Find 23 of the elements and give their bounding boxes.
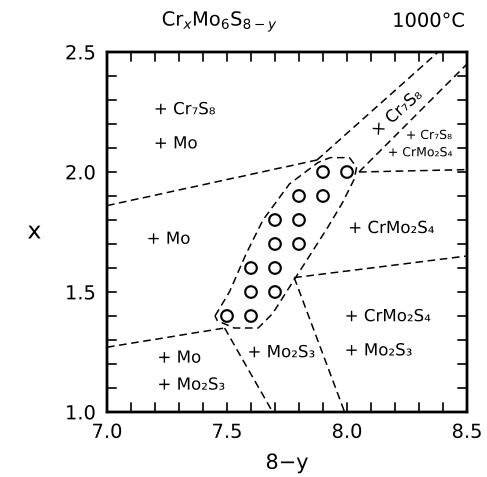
y-tick-label: 2.0 xyxy=(66,164,95,180)
y-tick-label: 1.0 xyxy=(67,404,95,420)
y-tick-label: 2.5 xyxy=(66,44,94,60)
annotation: + Mo xyxy=(156,136,197,149)
annotation: + Mo₂S₃ xyxy=(346,343,412,356)
chart-title: Cr$_{x}$Mo$_{6}$S$_{8−y}$ xyxy=(162,11,276,32)
chart-subtitle: 1000°C xyxy=(394,12,464,28)
x-tick-label: 8.0 xyxy=(332,423,362,438)
x-tick-label: 7.5 xyxy=(213,424,241,438)
annotation: + CrMo₂S₄ xyxy=(346,308,430,322)
annotation: + Mo xyxy=(159,350,200,363)
annotation: + Mo xyxy=(148,232,190,244)
y-tick-label: 1.5 xyxy=(67,285,94,300)
x-tick-label: 7.0 xyxy=(93,423,122,438)
x-axis-title: 8−y xyxy=(266,453,308,474)
annotation: + Mo₂S₃ xyxy=(159,377,224,390)
annotation: + Cr₇S₈ xyxy=(407,130,452,140)
annotation: + Cr₇S₈ xyxy=(156,102,215,114)
y-axis-title: x xyxy=(28,226,41,239)
annotation: + Mo₂S₃ xyxy=(249,344,314,358)
annotation: + CrMo₂S₄ xyxy=(350,220,434,234)
annotation: + CrMo₂S₄ xyxy=(389,146,452,156)
x-tick-label: 8.5 xyxy=(452,423,481,438)
